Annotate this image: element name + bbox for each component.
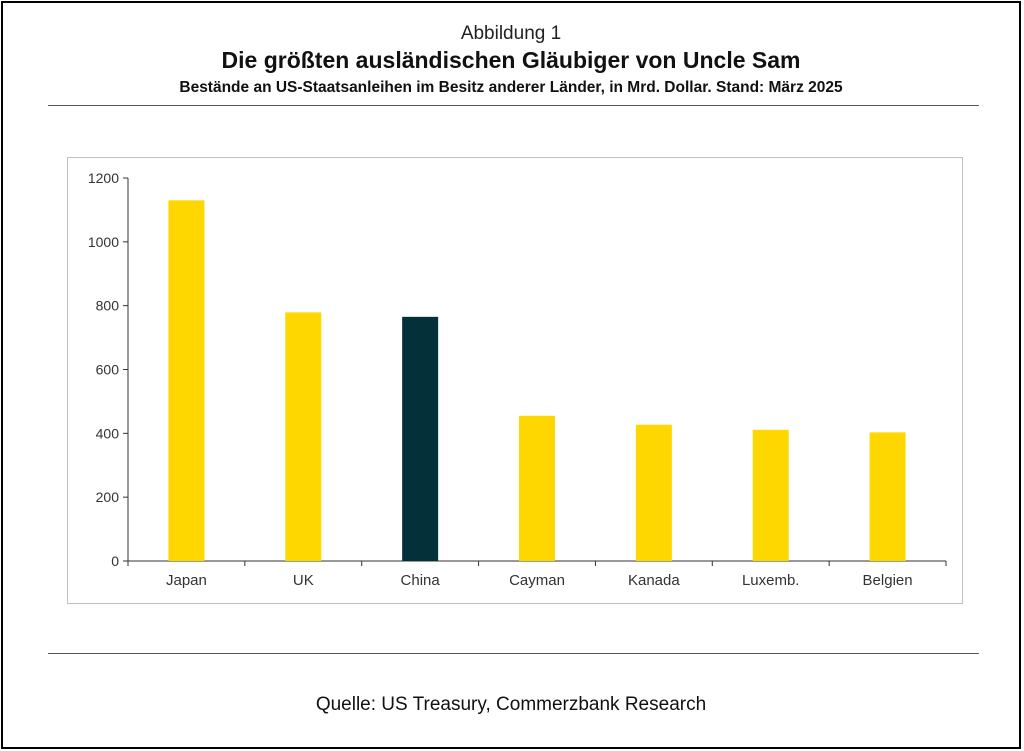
bottom-divider <box>48 653 979 654</box>
bar-china <box>402 316 439 561</box>
y-tick-label: 800 <box>96 298 120 314</box>
figure-title: Die größten ausländischen Gläubiger von … <box>221 47 801 73</box>
y-tick-label: 1200 <box>88 170 119 186</box>
bar-luxemb <box>752 429 789 561</box>
bar-kanada <box>635 424 672 561</box>
top-divider <box>48 105 979 106</box>
y-tick-label: 600 <box>96 362 120 378</box>
bar-chart: 0 200 400 600 800 1000 1200 Japan UK China Cayman K… <box>88 170 947 589</box>
y-tick-label: 0 <box>111 553 119 569</box>
source-note: Quelle: US Treasury, Commerzbank Researc… <box>315 694 707 715</box>
x-tick-label: Luxemb. <box>742 572 800 589</box>
y-tick-label: 400 <box>96 425 120 441</box>
bar-cayman <box>519 415 555 561</box>
bar-uk <box>285 312 322 561</box>
x-tick-label: China <box>401 572 441 589</box>
x-tick-label: Cayman <box>509 572 565 589</box>
bar-japan <box>168 200 205 561</box>
y-tick-label: 1000 <box>88 234 119 250</box>
x-tick-label: Kanada <box>628 572 680 589</box>
y-tick-label: 200 <box>96 489 120 505</box>
x-tick-label: UK <box>293 572 314 589</box>
figure-label: Abbildung 1 <box>460 23 562 44</box>
x-tick-label: Japan <box>166 572 207 589</box>
chart-area: 0 200 400 600 800 1000 1200 Japan UK China Cayman K… <box>67 157 963 604</box>
bar-belgien <box>869 432 906 561</box>
figure-subtitle: Bestände an US-Staatsanleihen im Besitz … <box>179 79 843 96</box>
x-tick-label: Belgien <box>863 572 913 589</box>
